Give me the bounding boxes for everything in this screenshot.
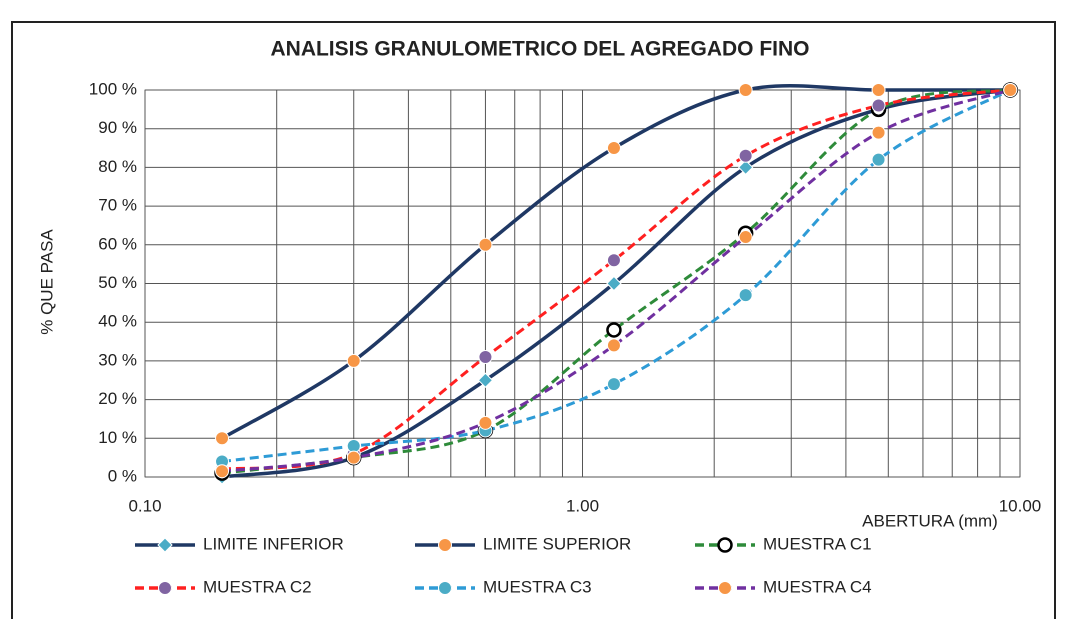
marker: [215, 431, 230, 446]
marker: [871, 98, 886, 113]
legend-label: MUESTRA C2: [203, 577, 312, 596]
legend-label: MUESTRA C3: [483, 577, 592, 596]
marker: [346, 450, 361, 465]
marker: [215, 464, 230, 479]
marker: [718, 581, 732, 595]
y-tick-label: 90 %: [98, 118, 137, 137]
y-axis-label: % QUE PASA: [37, 229, 56, 335]
y-tick-label: 70 %: [98, 196, 137, 215]
marker: [717, 537, 733, 553]
x-tick-label: 1.00: [566, 496, 599, 515]
marker: [738, 148, 753, 163]
marker: [738, 288, 753, 303]
y-tick-label: 40 %: [98, 312, 137, 331]
x-tick-label: 10.00: [999, 496, 1042, 515]
x-tick-label: 0.10: [128, 496, 161, 515]
marker: [871, 152, 886, 167]
marker: [606, 377, 621, 392]
marker: [346, 439, 361, 454]
marker: [738, 230, 753, 245]
chart-title: ANALISIS GRANULOMETRICO DEL AGREGADO FIN…: [270, 38, 809, 61]
legend-item: MUESTRA C4: [695, 577, 872, 596]
marker: [158, 581, 172, 595]
x-axis-label: ABERTURA (mm): [862, 511, 998, 530]
legend-label: LIMITE SUPERIOR: [483, 534, 631, 553]
legend-label: MUESTRA C1: [763, 534, 872, 553]
marker: [606, 141, 621, 156]
marker: [346, 353, 361, 368]
marker: [477, 372, 494, 388]
marker: [478, 237, 493, 252]
marker: [871, 83, 886, 97]
marker: [438, 538, 452, 552]
legend-label: LIMITE INFERIOR: [203, 534, 344, 553]
legend-item: LIMITE INFERIOR: [135, 534, 344, 553]
marker: [737, 159, 754, 176]
marker: [1003, 83, 1018, 97]
legend-item: MUESTRA C1: [695, 534, 872, 553]
marker: [438, 581, 452, 595]
marker: [606, 322, 622, 338]
legend-item: LIMITE SUPERIOR: [415, 534, 631, 553]
legend-label: MUESTRA C4: [763, 577, 872, 596]
y-tick-label: 60 %: [98, 234, 137, 253]
y-tick-label: 80 %: [98, 157, 137, 176]
legend-item: MUESTRA C2: [135, 577, 312, 596]
y-tick-label: 30 %: [98, 350, 137, 369]
marker: [478, 415, 493, 430]
marker: [606, 253, 621, 268]
y-tick-label: 20 %: [98, 389, 137, 408]
marker: [606, 338, 621, 353]
legend-item: MUESTRA C3: [415, 577, 592, 596]
y-tick-label: 50 %: [98, 273, 137, 292]
y-tick-label: 0 %: [108, 466, 137, 485]
y-tick-label: 10 %: [98, 428, 137, 447]
marker: [478, 350, 493, 365]
marker: [606, 275, 622, 292]
marker: [871, 125, 886, 140]
y-tick-label: 100 %: [89, 79, 137, 98]
marker: [738, 83, 753, 97]
marker: [157, 537, 173, 553]
